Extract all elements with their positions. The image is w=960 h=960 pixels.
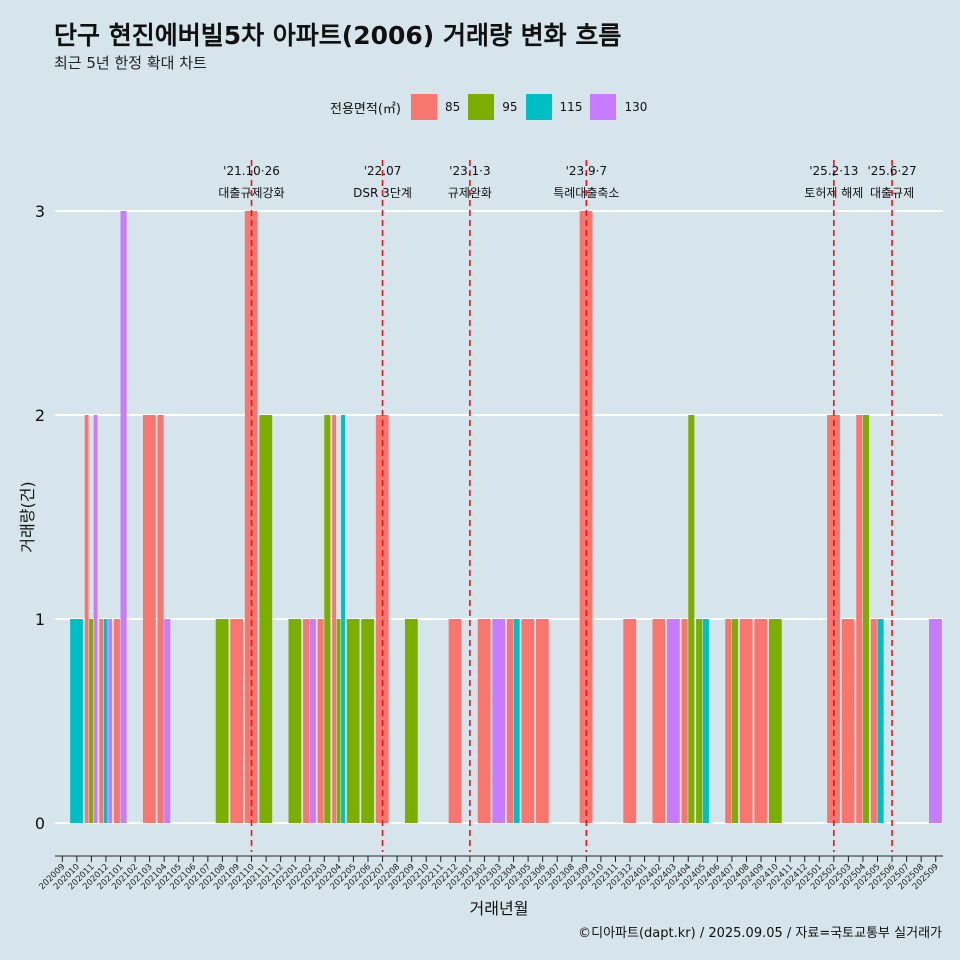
bar-202103-85 bbox=[142, 415, 156, 823]
bar-202011-85 bbox=[84, 415, 89, 823]
bar-202108-95 bbox=[215, 619, 229, 823]
bar-202509-130 bbox=[929, 619, 942, 823]
legend-swatch-115 bbox=[525, 94, 552, 120]
bar-202104-85 bbox=[157, 415, 164, 823]
bar-202109-85 bbox=[230, 619, 244, 823]
bar-202111-95 bbox=[259, 415, 273, 823]
bar-202204-85 bbox=[332, 415, 337, 823]
bar-202407-85 bbox=[725, 619, 732, 823]
bar-202212-85 bbox=[448, 619, 462, 823]
y-tick-label-0: 0 bbox=[35, 814, 45, 833]
bar-202104-130 bbox=[164, 619, 171, 823]
legend-item-115: 115 bbox=[525, 94, 583, 120]
y-axis-title: 거래량(건) bbox=[18, 481, 37, 552]
bar-202306-85 bbox=[535, 619, 549, 823]
event-date-202207: '22.07 bbox=[364, 164, 402, 178]
bar-202505-85 bbox=[870, 619, 877, 823]
bar-202404-85 bbox=[681, 619, 688, 823]
chart-title: 단구 현진에버빌5차 아파트(2006) 거래량 변화 흐름 bbox=[54, 21, 622, 50]
bar-202110-85 bbox=[244, 211, 258, 823]
legend-swatch-85 bbox=[410, 94, 437, 120]
legend-item-85: 85 bbox=[410, 94, 461, 120]
bar-202201-95 bbox=[288, 619, 302, 823]
bar-202407-95 bbox=[731, 619, 739, 823]
bar-202504-85 bbox=[856, 415, 863, 823]
bar-202504-95 bbox=[862, 415, 870, 823]
bar-202206-95 bbox=[361, 619, 375, 823]
legend-label-85: 85 bbox=[444, 100, 461, 114]
bar-202202-130 bbox=[309, 619, 316, 823]
bar-202012-85 bbox=[99, 619, 104, 823]
event-label-202309: 특례대출축소 bbox=[553, 186, 619, 200]
event-date-202309: '23.9·7 bbox=[566, 164, 607, 178]
legend-item-95: 95 bbox=[468, 94, 518, 120]
y-tick-label-1: 1 bbox=[35, 610, 45, 629]
bar-202303-130 bbox=[492, 619, 506, 823]
bar-202011-95 bbox=[89, 619, 94, 823]
bar-202304-115 bbox=[513, 619, 520, 823]
event-label-202506: 대출규제 bbox=[870, 186, 914, 200]
bar-202409-85 bbox=[754, 619, 768, 823]
legend: 전용면적(㎡) 85 95 115 130 bbox=[330, 93, 655, 121]
bar-202505-115 bbox=[877, 619, 884, 823]
bar-202404-95 bbox=[688, 415, 695, 823]
bar-202312-85 bbox=[623, 619, 637, 823]
legend-item-130: 130 bbox=[590, 94, 647, 120]
bar-202202-85 bbox=[303, 619, 310, 823]
bar-202204-95 bbox=[336, 619, 341, 823]
legend-label-130: 130 bbox=[624, 100, 648, 114]
bar-202012-130 bbox=[108, 619, 113, 823]
event-date-202110: '21.10·26 bbox=[223, 164, 280, 178]
y-tick-label-3: 3 bbox=[35, 202, 45, 221]
bar-202309-85 bbox=[579, 211, 593, 823]
event-label-202502: 토허제 해제 bbox=[804, 186, 863, 200]
bar-202405-95 bbox=[696, 619, 703, 823]
bar-202503-85 bbox=[841, 619, 855, 823]
bar-202101-85 bbox=[113, 619, 120, 823]
bar-202209-95 bbox=[404, 619, 418, 823]
bar-202011-130 bbox=[93, 415, 98, 823]
bar-202010-115 bbox=[70, 619, 83, 823]
bar-202205-95 bbox=[346, 619, 360, 823]
bar-202403-130 bbox=[666, 619, 680, 823]
bar-202203-85 bbox=[317, 619, 324, 823]
bar-202012-115 bbox=[103, 619, 108, 823]
event-label-202301: 규제완화 bbox=[448, 186, 492, 200]
bar-202305-85 bbox=[521, 619, 535, 823]
x-axis-title: 거래년월 bbox=[470, 899, 529, 918]
legend-label-115: 115 bbox=[559, 100, 583, 114]
y-tick-label-2: 2 bbox=[35, 406, 45, 425]
legend-swatch-95 bbox=[468, 94, 495, 120]
bar-202101-130 bbox=[120, 211, 127, 823]
bar-202204-115 bbox=[341, 415, 345, 823]
event-date-202301: '23.1·3 bbox=[449, 164, 490, 178]
event-date-202502: '25.2·13 bbox=[809, 164, 858, 178]
chart-caption: ©디아파트(dapt.kr) / 2025.09.05 / 자료=국토교통부 실… bbox=[578, 926, 942, 941]
bar-202302-85 bbox=[477, 619, 491, 823]
bar-202405-115 bbox=[702, 619, 709, 823]
chart-subtitle: 최근 5년 한정 확대 차트 bbox=[54, 54, 207, 72]
bar-202304-85 bbox=[506, 619, 513, 823]
event-date-202506: '25.6·27 bbox=[867, 164, 916, 178]
bar-202408-85 bbox=[739, 619, 753, 823]
legend-title: 전용면적(㎡) bbox=[330, 101, 401, 117]
legend-label-95: 95 bbox=[502, 100, 518, 114]
event-label-202110: 대출규제강화 bbox=[218, 186, 284, 200]
event-label-202207: DSR 3단계 bbox=[353, 186, 412, 200]
bar-202402-85 bbox=[652, 619, 666, 823]
legend-swatch-130 bbox=[590, 94, 617, 120]
bar-202410-95 bbox=[768, 619, 782, 823]
bar-202203-95 bbox=[324, 415, 331, 823]
bar-202207-85 bbox=[375, 415, 389, 823]
bar-202502-85 bbox=[827, 415, 840, 823]
